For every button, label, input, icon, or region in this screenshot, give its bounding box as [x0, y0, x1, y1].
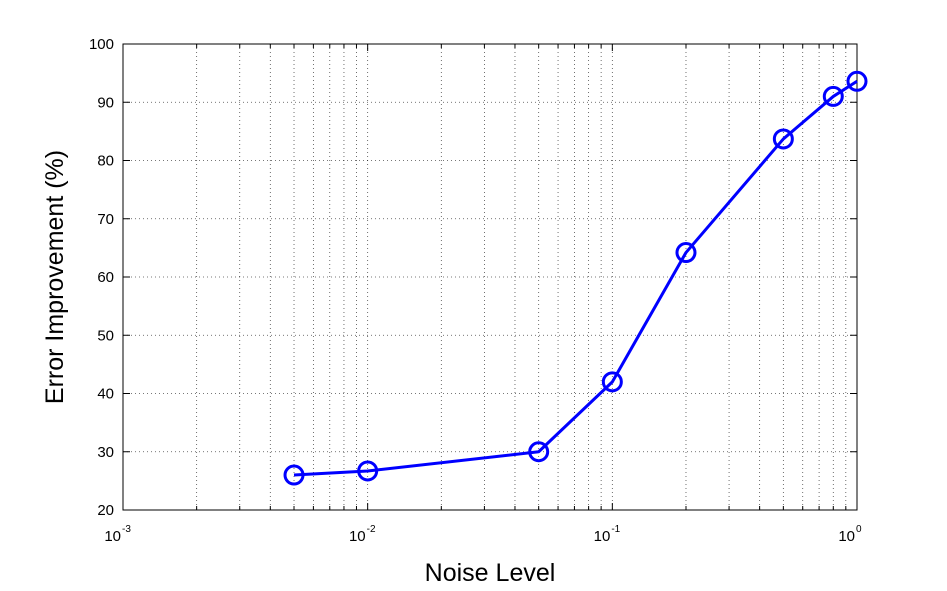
data-series — [283, 70, 868, 486]
x-tick-exponent: 0 — [856, 524, 862, 535]
data-point — [675, 242, 697, 264]
x-tick-base: 10 — [838, 528, 855, 545]
data-point — [357, 460, 379, 482]
y-tick-label: 70 — [97, 211, 114, 228]
x-tick-label: 10 -1 — [594, 524, 621, 545]
y-tick-label: 80 — [97, 153, 114, 170]
y-tick-labels: 20 30 40 50 60 70 80 90 100 — [89, 36, 114, 519]
y-tick-label: 100 — [89, 36, 114, 53]
series-line — [293, 80, 858, 477]
x-tick-exponent: -1 — [611, 524, 620, 535]
x-axis-label: Noise Level — [425, 559, 556, 587]
y-tick-label: 40 — [97, 386, 114, 403]
plot-background — [123, 44, 857, 510]
y-tick-label: 50 — [97, 327, 114, 344]
y-tick-label: 60 — [97, 269, 114, 286]
y-tick-label: 20 — [97, 502, 114, 519]
y-axis-label: Error Improvement (%) — [41, 150, 69, 404]
y-tick-label: 90 — [97, 94, 114, 111]
x-tick-base: 10 — [594, 528, 611, 545]
data-point — [283, 464, 305, 486]
x-tick-labels: 10 -3 10 -2 10 -1 10 0 — [104, 524, 862, 545]
x-tick-label: 10 -2 — [349, 524, 376, 545]
plot-frame — [122, 43, 858, 511]
data-point — [601, 371, 623, 393]
grid-lines — [123, 44, 857, 510]
x-tick-exponent: -3 — [122, 524, 131, 535]
y-tick-label: 30 — [97, 444, 114, 461]
data-point — [528, 441, 550, 463]
data-point — [846, 70, 868, 92]
data-point — [772, 128, 794, 150]
x-tick-base: 10 — [349, 528, 366, 545]
x-tick-exponent: -2 — [367, 524, 376, 535]
x-tick-base: 10 — [104, 528, 121, 545]
x-tick-label: 10 0 — [838, 524, 862, 545]
x-tick-label: 10 -3 — [104, 524, 131, 545]
data-point — [822, 85, 844, 107]
